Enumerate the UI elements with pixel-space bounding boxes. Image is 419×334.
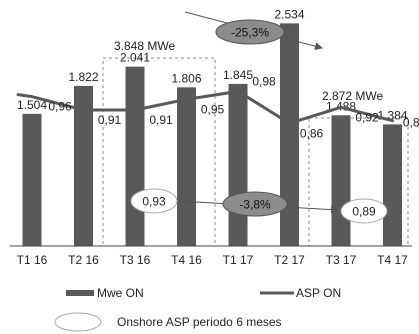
total-2016-label: 3.848 MWe xyxy=(114,39,175,53)
x-tick-label: T3 16 xyxy=(120,253,151,267)
x-tick-label: T1 16 xyxy=(17,253,48,267)
bar-value-label: 1.504 xyxy=(17,98,47,112)
legend-ellipse-swatch xyxy=(54,312,102,332)
legend-bar-swatch xyxy=(66,290,94,296)
line-value-label: 0,96 xyxy=(48,100,72,114)
bar-t3-16 xyxy=(125,66,145,247)
bar-t4-17 xyxy=(383,124,402,246)
bar-t3-17 xyxy=(331,115,351,246)
line-value-label: 0,91 xyxy=(98,113,122,127)
line-value-label: 0,92 xyxy=(355,110,379,124)
line-value-label: 0,86 xyxy=(300,126,324,140)
x-tick-label: T2 17 xyxy=(274,253,305,267)
asp-6m-2017-label: 0,89 xyxy=(352,205,376,219)
asp-change-label: -3,8% xyxy=(239,198,271,212)
x-tick-label: T4 16 xyxy=(171,253,202,267)
bar-t4-16 xyxy=(177,87,196,246)
legend-ellipse-label: Onshore ASP periodo 6 meses xyxy=(117,315,282,329)
x-tick-label: T2 16 xyxy=(68,253,99,267)
x-axis-tick-labels: T1 16 T2 16 T3 16 T4 16 T1 17 T2 17 T3 17 T4 17 xyxy=(17,253,409,267)
line-value-label: 0,91 xyxy=(149,113,173,127)
asp-6m-2017-badge xyxy=(340,198,388,224)
line-value-label: 0,95 xyxy=(201,102,225,116)
group-box-2016 xyxy=(102,57,216,247)
asp-6m-2016-label: 0,93 xyxy=(142,195,166,209)
asp-change-badge xyxy=(222,191,288,217)
bar-value-label: 1.845 xyxy=(223,68,253,82)
legend-line-label: ASP ON xyxy=(296,286,341,300)
asp-line xyxy=(16,89,394,125)
bar-value-label: 1.806 xyxy=(171,71,201,85)
bar-value-label: 1.822 xyxy=(68,70,98,84)
total-2017-label: 2.872 MWe xyxy=(322,89,383,103)
bar-value-label: 2.534 xyxy=(274,7,304,21)
bar-t2-17 xyxy=(280,23,299,247)
line-value-labels: 0,96 0,91 0,91 0,95 0,98 0,86 0,92 0,87 xyxy=(48,74,419,140)
bar-t2-16 xyxy=(74,85,93,246)
line-value-label: 0,87 xyxy=(403,116,419,130)
x-tick-label: T1 17 xyxy=(223,253,254,267)
x-tick-label: T4 17 xyxy=(377,253,408,267)
mwe-change-badge xyxy=(215,19,285,45)
mwe-change-label: -25,3% xyxy=(231,26,269,40)
bar-t1-16 xyxy=(22,113,42,246)
x-tick-label: T3 17 xyxy=(326,253,357,267)
line-value-label: 0,98 xyxy=(252,74,276,88)
bar-value-label: 2.041 xyxy=(120,51,150,65)
legend-bar-label: Mwe ON xyxy=(97,286,144,300)
bar-t1-17 xyxy=(228,83,248,247)
asp-6m-2016-badge xyxy=(130,188,178,214)
